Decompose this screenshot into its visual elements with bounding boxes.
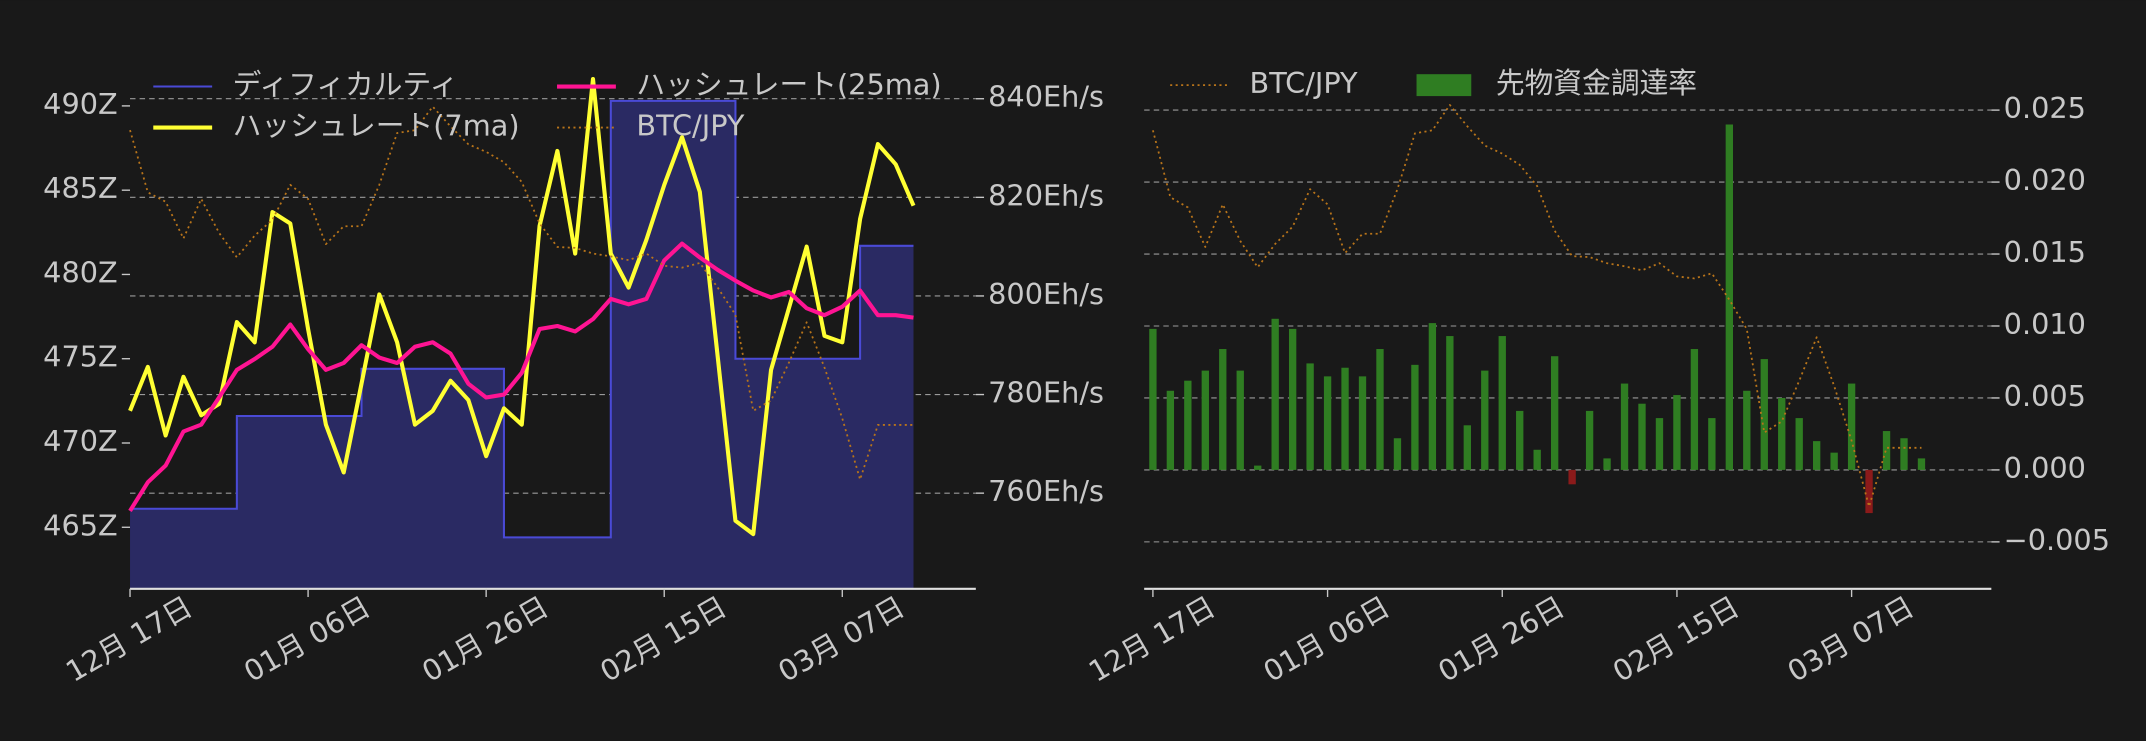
bar <box>1481 370 1489 470</box>
y2-tick-label: 760Eh/s <box>988 474 1104 508</box>
legend-label: ハッシュレート(25ma) <box>636 68 941 102</box>
y-tick-label: 470Z <box>43 424 118 458</box>
bar <box>1498 336 1506 470</box>
bar <box>1341 367 1349 470</box>
bar <box>1184 380 1192 470</box>
legend-label: BTC/JPY <box>636 109 744 143</box>
bar <box>1393 438 1402 470</box>
y-tick-label: 0.005 <box>2004 379 2086 413</box>
step-line <box>130 99 914 539</box>
y-tick-label: 480Z <box>43 255 118 289</box>
y-tick-label: 490Z <box>43 87 118 121</box>
bar <box>1760 359 1768 470</box>
bar <box>1603 458 1611 470</box>
bar <box>1306 363 1314 470</box>
bar <box>1271 318 1279 470</box>
legend-label: ディフィカルティ <box>233 68 459 102</box>
y2-tick-label: 820Eh/s <box>988 178 1104 212</box>
bar <box>1568 469 1576 485</box>
bar <box>1865 469 1873 514</box>
bar <box>1358 376 1367 470</box>
bar <box>1847 383 1856 470</box>
bar <box>1411 364 1419 470</box>
bar <box>1376 349 1384 470</box>
bar <box>1778 397 1786 470</box>
bar <box>1917 458 1926 470</box>
bar <box>1533 449 1541 470</box>
line <box>128 76 916 537</box>
bar <box>1463 425 1471 470</box>
bar <box>1725 124 1734 470</box>
y-tick-label: 0.015 <box>2004 235 2086 269</box>
bar <box>1288 328 1297 470</box>
bar <box>1446 336 1454 470</box>
bar <box>1638 403 1646 470</box>
legend-label: ハッシュレート(7ma) <box>233 109 520 143</box>
bar <box>1743 390 1751 470</box>
bar <box>1673 395 1681 470</box>
y-tick-label: 0.000 <box>2004 451 2086 485</box>
line <box>1152 104 1922 508</box>
legend-swatch <box>1416 74 1472 97</box>
y-tick-label: 0.020 <box>2004 163 2086 197</box>
bar <box>1795 418 1803 470</box>
bar <box>1813 441 1821 470</box>
y2-tick-label: 780Eh/s <box>988 376 1104 410</box>
bar <box>1323 376 1332 470</box>
bar <box>1690 349 1699 470</box>
bar <box>1428 323 1437 470</box>
bar <box>1516 410 1524 470</box>
bar <box>1166 390 1175 470</box>
y-tick-label: 475Z <box>43 340 118 374</box>
bar <box>1620 383 1629 470</box>
legend-label: BTC/JPY <box>1250 66 1358 100</box>
bar <box>1550 356 1559 470</box>
bar <box>1882 431 1891 470</box>
bar <box>1585 410 1594 470</box>
bar <box>1655 418 1664 470</box>
bar <box>1149 328 1157 470</box>
y2-tick-label: 840Eh/s <box>988 80 1104 114</box>
bar <box>1236 370 1244 470</box>
bar <box>1219 349 1227 470</box>
line <box>128 241 914 512</box>
bar <box>1254 465 1262 470</box>
legend-label: 先物資金調達率 <box>1496 66 1697 100</box>
y-tick-label: 0.025 <box>2004 91 2086 125</box>
y-tick-label: 465Z <box>43 508 118 542</box>
y-tick-label: 485Z <box>43 171 118 205</box>
area <box>130 100 914 589</box>
bar <box>1201 370 1209 470</box>
y2-tick-label: 800Eh/s <box>988 277 1104 311</box>
y-tick-label: 0.010 <box>2004 307 2086 341</box>
bar <box>1830 452 1838 470</box>
bar <box>1708 418 1716 470</box>
bar <box>1900 438 1908 470</box>
y-tick-label: −0.005 <box>2004 523 2110 557</box>
